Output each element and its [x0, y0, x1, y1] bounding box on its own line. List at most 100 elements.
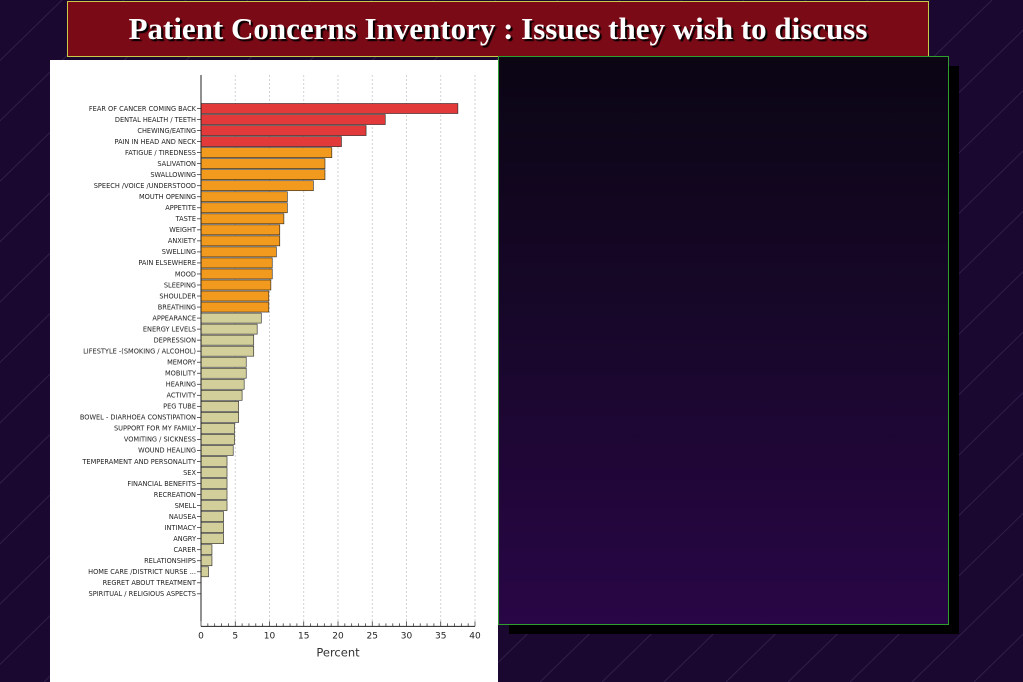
- category-label: SWALLOWING: [150, 171, 196, 179]
- bar: [200, 268, 273, 280]
- category-label: MOUTH OPENING: [139, 193, 196, 201]
- category-label: ANXIETY: [168, 237, 197, 245]
- x-tick-label: 10: [264, 631, 276, 641]
- category-label: SEX: [183, 469, 196, 477]
- category-label: MEMORY: [167, 359, 197, 367]
- bar: [200, 180, 314, 192]
- bar: [200, 356, 247, 368]
- bar: [200, 323, 258, 335]
- category-label: VOMITING / SICKNESS: [124, 436, 196, 444]
- x-axis-label: Percent: [316, 645, 360, 659]
- category-label: ACTIVITY: [167, 392, 197, 400]
- bar: [200, 246, 277, 258]
- bar: [200, 213, 285, 225]
- bar: [200, 125, 367, 136]
- bar-chart: FEAR OF CANCER COMING BACK DENTAL HEALTH …: [80, 75, 481, 659]
- bar: [200, 478, 228, 489]
- x-tick-label: 35: [435, 631, 446, 641]
- category-label: SWELLING: [162, 248, 196, 256]
- x-tick-label: 25: [367, 631, 378, 641]
- category-label: FEAR OF CANCER COMING BACK: [89, 105, 197, 113]
- category-label: HEARING: [166, 381, 196, 389]
- title-banner: Patient Concerns Inventory : Issues they…: [67, 1, 929, 57]
- slide-title: Patient Concerns Inventory : Issues they…: [128, 11, 868, 46]
- bar: [200, 566, 209, 578]
- bar: [200, 544, 213, 556]
- category-label: ENERGY LEVELS: [143, 325, 196, 333]
- bar: [200, 511, 224, 522]
- category-label: DEPRESSION: [154, 336, 196, 344]
- category-label: LIFESTYLE -(SMOKING / ALCOHOL): [83, 347, 196, 355]
- dark-panel: [498, 56, 949, 625]
- bar: [200, 389, 243, 401]
- category-label: REGRET ABOUT TREATMENT: [103, 579, 197, 587]
- bar: [200, 279, 272, 291]
- bar: [200, 202, 288, 214]
- category-label: HOME CARE /DISTRICT NURSE ...: [88, 568, 196, 576]
- bar: [200, 103, 459, 114]
- bar: [200, 235, 281, 247]
- category-label: WOUND HEALING: [138, 447, 196, 455]
- category-label: PAIN IN HEAD AND NECK: [115, 138, 197, 146]
- x-tick-label: 30: [401, 631, 413, 641]
- category-label: SALIVATION: [157, 160, 196, 168]
- category-label: BREATHING: [158, 303, 196, 311]
- category-label: FATIGUE / TIREDNESS: [125, 149, 196, 157]
- category-label: PEG TUBE: [163, 403, 196, 411]
- category-label: SPIRITUAL / RELIGIOUS ASPECTS: [89, 590, 196, 598]
- category-label: MOOD: [175, 270, 196, 278]
- category-label: WEIGHT: [169, 226, 197, 234]
- category-label: CARER: [174, 546, 197, 554]
- category-label: FINANCIAL BENEFITS: [127, 480, 196, 488]
- category-label: TASTE: [175, 215, 196, 223]
- bar: [200, 334, 255, 346]
- bar: [200, 301, 270, 313]
- bar: [200, 147, 333, 158]
- bar: [200, 412, 239, 423]
- x-tick-label: 15: [298, 631, 309, 641]
- bar: [200, 467, 228, 478]
- category-label: ANGRY: [173, 535, 197, 543]
- bar: [200, 445, 234, 456]
- category-label: CHEWING/EATING: [137, 127, 196, 135]
- category-label: SPEECH /VOICE /UNDERSTOOD: [94, 182, 196, 190]
- bar: [200, 136, 342, 147]
- bar: [200, 345, 255, 357]
- bar: [200, 522, 224, 533]
- bar: [200, 401, 239, 412]
- category-label: BOWEL - DIARHOEA CONSTIPATION: [80, 414, 196, 422]
- bar: [200, 290, 270, 302]
- bar: [200, 114, 386, 125]
- bar: [200, 489, 228, 500]
- bar: [200, 533, 224, 544]
- category-label: NAUSEA: [169, 513, 197, 521]
- bar: [200, 169, 326, 180]
- category-label: SHOULDER: [159, 292, 196, 300]
- category-label: MOBILITY: [165, 370, 197, 378]
- category-label: INTIMACY: [165, 524, 197, 532]
- bar: [200, 456, 228, 467]
- x-tick-label: 20: [332, 631, 344, 641]
- category-label: RECREATION: [154, 491, 196, 499]
- bar: [200, 423, 235, 434]
- category-label: DENTAL HEALTH / TEETH: [115, 116, 196, 124]
- category-label: APPETITE: [165, 204, 196, 212]
- bar: [200, 500, 228, 511]
- x-tick-label: 0: [198, 631, 204, 641]
- category-label: RELATIONSHIPS: [144, 557, 196, 565]
- bar: [200, 555, 213, 567]
- chart-container: FEAR OF CANCER COMING BACK DENTAL HEALTH …: [50, 60, 498, 682]
- x-tick-label: 40: [469, 631, 481, 641]
- bar: [200, 312, 262, 324]
- category-label: SLEEPING: [164, 281, 196, 289]
- bar: [200, 367, 247, 379]
- bar: [200, 191, 288, 203]
- bar: [200, 378, 245, 390]
- bar: [200, 257, 273, 269]
- category-label: SUPPORT FOR MY FAMILY: [114, 425, 197, 433]
- category-label: PAIN ELSEWHERE: [138, 259, 196, 267]
- x-tick-label: 5: [232, 631, 238, 641]
- category-label: APPEARANCE: [152, 314, 196, 322]
- bar: [200, 224, 281, 236]
- category-label: SMELL: [175, 502, 197, 510]
